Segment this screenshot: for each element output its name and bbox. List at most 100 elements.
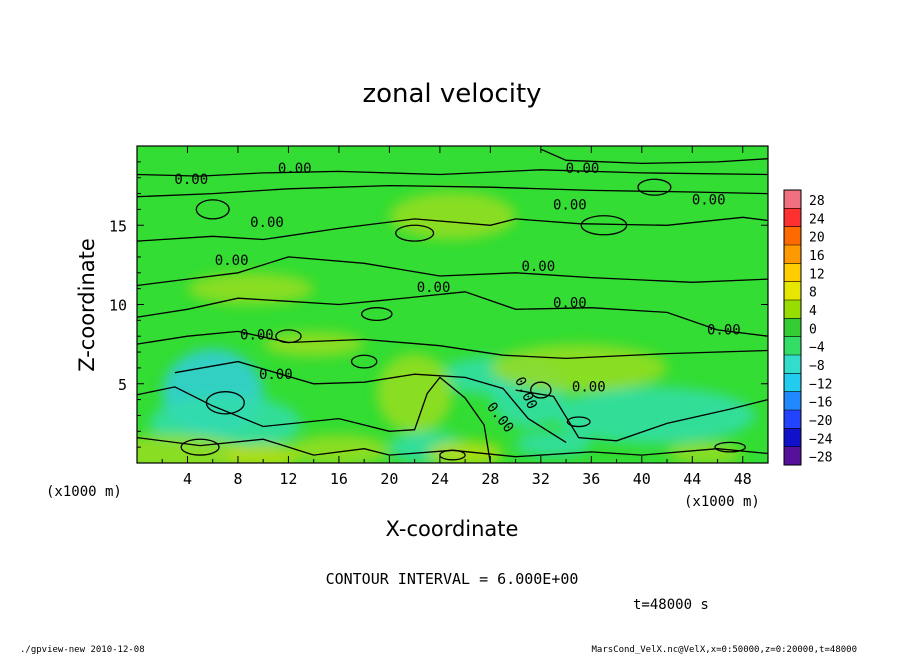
shading-patch <box>376 353 453 433</box>
x-tick-label: 16 <box>330 470 348 488</box>
contour-label: 0.00 <box>174 172 208 188</box>
colorbar-label: 12 <box>809 267 825 282</box>
contour-line <box>540 148 768 165</box>
shading-patch <box>225 443 302 463</box>
colorbar-label: 24 <box>809 212 825 227</box>
contour-line <box>174 360 567 443</box>
colorbar-label: −8 <box>809 359 825 374</box>
y-tick-label: 5 <box>118 376 127 394</box>
colorbar-swatch <box>784 190 801 209</box>
colorbar-swatch <box>784 245 801 264</box>
contour-loop <box>350 354 378 369</box>
contour-line <box>137 330 768 360</box>
contour-loop <box>566 416 591 428</box>
y-axis: 5 10 15 <box>109 161 768 448</box>
contour-line <box>137 436 768 458</box>
colorbar-swatch <box>784 446 801 465</box>
contour-label: 0.00 <box>250 215 284 231</box>
colorbar-swatch <box>784 428 801 447</box>
contour-line <box>137 184 768 198</box>
contour-interval-note: CONTOUR INTERVAL = 6.000E+00 <box>326 570 579 588</box>
footer-left: ./gpview-new 2010-12-08 <box>20 645 145 654</box>
colorbar: 28 24 20 16 12 8 4 0 −4 −8 −12 −16 −20 −24 −28 <box>783 189 833 466</box>
colorbar-swatch <box>784 410 801 429</box>
contour-line <box>137 256 768 287</box>
contour-label: 0.00 <box>553 197 587 213</box>
colorbar-swatch <box>784 263 801 282</box>
colorbar-swatch <box>784 300 801 319</box>
y-axis-unit: (x1000 m) <box>46 484 122 500</box>
colorbar-label: 20 <box>809 231 825 246</box>
colorbar-swatch <box>784 208 801 227</box>
x-tick-label: 44 <box>683 470 701 488</box>
contour-label: 0.00 <box>566 161 600 177</box>
colorbar-swatch <box>784 336 801 355</box>
contour-loop <box>395 224 435 242</box>
colorbar-swatch <box>784 391 801 410</box>
contour-line <box>137 291 768 337</box>
contour-line <box>137 169 768 177</box>
colorbar-label: 16 <box>809 249 825 264</box>
contour-label: 0.00 <box>692 193 726 209</box>
colorbar-swatch <box>784 226 801 245</box>
contour-label: 0.00 <box>240 327 274 343</box>
x-axis-unit: (x1000 m) <box>684 494 760 510</box>
contour-loop <box>205 391 245 415</box>
colorbar-label: 8 <box>809 286 817 301</box>
x-tick-label: 4 <box>183 470 192 488</box>
x-tick-label: 20 <box>380 470 398 488</box>
x-tick-label: 8 <box>233 470 242 488</box>
colorbar-label: −28 <box>809 451 832 466</box>
x-tick-label: 48 <box>734 470 752 488</box>
contour-loop <box>180 438 220 456</box>
contour-label: 0.00 <box>553 296 587 312</box>
shading-patch <box>288 434 390 463</box>
x-tick-label: 24 <box>431 470 449 488</box>
colorbar-label: 28 <box>809 194 825 209</box>
shading-patch <box>187 272 314 305</box>
colorbar-swatch <box>784 355 801 374</box>
contour-line <box>137 216 768 242</box>
time-note: t=48000 s <box>633 597 709 613</box>
contour-loop <box>195 199 230 220</box>
x-axis-label: X-coordinate <box>386 517 519 541</box>
colorbar-label: 0 <box>809 322 817 337</box>
x-tick-label: 28 <box>481 470 499 488</box>
contour-label: 0.00 <box>521 259 555 275</box>
shading-patch <box>515 431 592 457</box>
x-tick-label: 32 <box>532 470 550 488</box>
x-tick-label: 12 <box>279 470 297 488</box>
colorbar-swatch <box>784 318 801 337</box>
shading-patch <box>263 331 365 357</box>
chart-title: zonal velocity <box>362 79 541 109</box>
shading-patch <box>389 191 516 240</box>
contour-loop <box>580 215 628 236</box>
shading-patches <box>137 191 756 463</box>
contour-label: 0.00 <box>259 367 293 383</box>
contour-loop <box>275 329 302 344</box>
contour-label: 0.00 <box>215 253 249 269</box>
colorbar-label: −20 <box>809 414 832 429</box>
y-tick-label: 10 <box>109 297 127 315</box>
colorbar-label: −24 <box>809 432 833 447</box>
colorbar-swatch <box>784 373 801 392</box>
footer-right: MarsCond_VelX.nc@VelX,x=0:50000,z=0:2000… <box>591 645 857 654</box>
shading-patch <box>667 442 743 463</box>
contour-line <box>515 389 768 442</box>
colorbar-label: 4 <box>809 304 817 319</box>
y-tick-label: 15 <box>109 217 127 235</box>
contour-label: 0.00 <box>417 280 451 296</box>
contour-loop <box>360 307 393 322</box>
contour-label: 0.00 <box>707 323 741 339</box>
plot-area: 0.00 0.00 0.00 0.00 0.00 0.00 0.00 0.00 0.00 0.00… <box>137 146 768 463</box>
shading-patch <box>553 386 756 444</box>
colorbar-label: −16 <box>809 396 832 411</box>
contour-loop <box>439 449 466 461</box>
contour-loop <box>637 178 672 196</box>
y-axis-label: Z-coordinate <box>75 238 99 372</box>
contour-label: 0.00 <box>572 380 606 396</box>
contour-loop <box>714 441 746 453</box>
contour-lines <box>137 148 768 463</box>
colorbar-label: −4 <box>809 341 825 356</box>
